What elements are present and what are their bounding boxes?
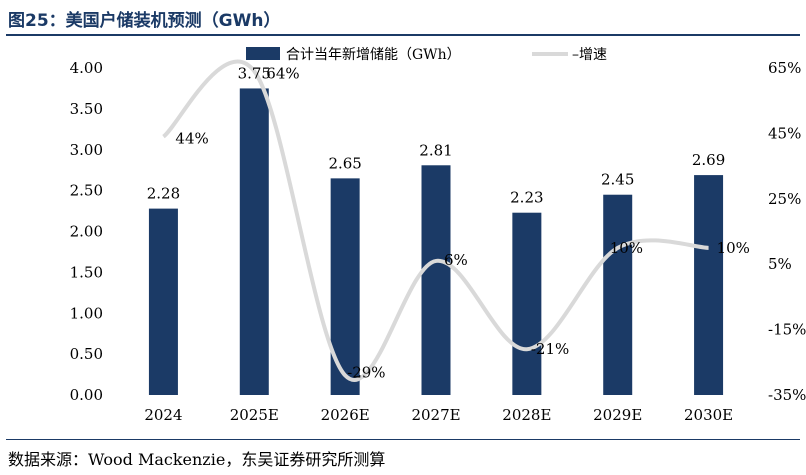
x-tick-label: 2025E xyxy=(230,406,279,424)
bar-2029e xyxy=(603,194,633,395)
left-tick-label: 2.50 xyxy=(70,182,103,200)
growth-value-label: 44% xyxy=(175,130,208,148)
bar-2027e xyxy=(421,165,451,395)
bar-2024 xyxy=(148,208,178,395)
data-labels: 2.28 3.75 2.65 2.81 2.23 2.45 2.69 44% 64% -29% 6%… xyxy=(147,64,750,381)
bar-value-label: 2.81 xyxy=(419,141,452,159)
right-tick-label: -35% xyxy=(768,386,806,404)
bar-series xyxy=(148,88,724,395)
legend-line-label: –增速 xyxy=(572,47,607,63)
left-tick-label: 1.50 xyxy=(70,263,103,281)
bar-2030e xyxy=(694,175,724,395)
legend-bar-label: 合计当年新增储能（GWh） xyxy=(286,47,461,63)
bar-value-label: 2.45 xyxy=(601,171,634,189)
growth-value-label: 10% xyxy=(610,239,643,257)
bar-value-label: 2.69 xyxy=(692,151,725,169)
x-tick-label: 2030E xyxy=(684,406,733,424)
x-tick-label: 2028E xyxy=(502,406,551,424)
right-tick-label: 65% xyxy=(768,59,801,77)
x-tick-label: 2024 xyxy=(144,406,182,424)
x-tick-label: 2029E xyxy=(593,406,642,424)
bar-value-label: 2.28 xyxy=(147,185,180,203)
left-axis: 0.00 0.50 1.00 1.50 2.00 2.50 3.00 3.50 4.00 xyxy=(70,59,103,404)
right-axis: -35% -15% 5% 25% 45% 65% xyxy=(768,59,806,404)
left-tick-label: 2.00 xyxy=(70,223,103,241)
growth-value-label: -21% xyxy=(531,340,569,358)
left-tick-label: 4.00 xyxy=(70,59,103,77)
bar-value-label: 3.75 xyxy=(238,64,271,82)
source-note: 数据来源：Wood Mackenzie，东吴证券研究所测算 xyxy=(8,450,386,469)
x-tick-label: 2027E xyxy=(411,406,460,424)
bar-2025e xyxy=(239,88,269,395)
figure-title: 图25：美国户储装机预测（GWh） xyxy=(8,11,281,31)
right-tick-label: -15% xyxy=(768,321,806,339)
bar-2028e xyxy=(512,212,542,395)
bar-value-label: 2.23 xyxy=(510,189,543,207)
growth-value-label: 10% xyxy=(717,239,750,257)
right-tick-label: 45% xyxy=(768,124,801,142)
bar-value-label: 2.65 xyxy=(328,154,361,172)
left-tick-label: 0.50 xyxy=(70,345,103,363)
x-tick-label: 2026E xyxy=(321,406,370,424)
top-rule xyxy=(6,34,800,36)
growth-line-series xyxy=(162,59,709,382)
x-axis: 2024 2025E 2026E 2027E 2028E 2029E 2030E xyxy=(144,406,733,424)
right-tick-label: 25% xyxy=(768,190,801,208)
left-tick-label: 0.00 xyxy=(70,386,103,404)
left-tick-label: 1.00 xyxy=(70,304,103,322)
growth-value-label: 6% xyxy=(444,251,468,269)
bottom-rule xyxy=(6,439,800,440)
right-tick-label: 5% xyxy=(768,255,792,273)
left-tick-label: 3.00 xyxy=(70,141,103,159)
legend: 合计当年新增储能（GWh） –增速 xyxy=(246,47,607,63)
growth-line xyxy=(162,59,709,382)
growth-value-label: 64% xyxy=(266,64,299,82)
chart-area: 合计当年新增储能（GWh） –增速 0.00 0.50 1.00 1.50 2.00 2.5… xyxy=(70,47,806,424)
legend-bar-swatch xyxy=(246,47,280,60)
left-tick-label: 3.50 xyxy=(70,100,103,118)
growth-value-label: -29% xyxy=(347,363,385,381)
